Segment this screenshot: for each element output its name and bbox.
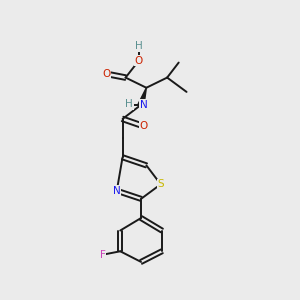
Text: O: O	[102, 69, 110, 79]
Text: O: O	[135, 56, 143, 66]
Text: S: S	[158, 179, 164, 189]
Text: H: H	[135, 41, 142, 51]
Text: H: H	[125, 99, 133, 109]
Text: O: O	[139, 121, 148, 131]
Text: F: F	[100, 250, 105, 260]
Text: N: N	[113, 186, 121, 196]
Polygon shape	[138, 88, 146, 106]
Text: N: N	[140, 100, 148, 110]
